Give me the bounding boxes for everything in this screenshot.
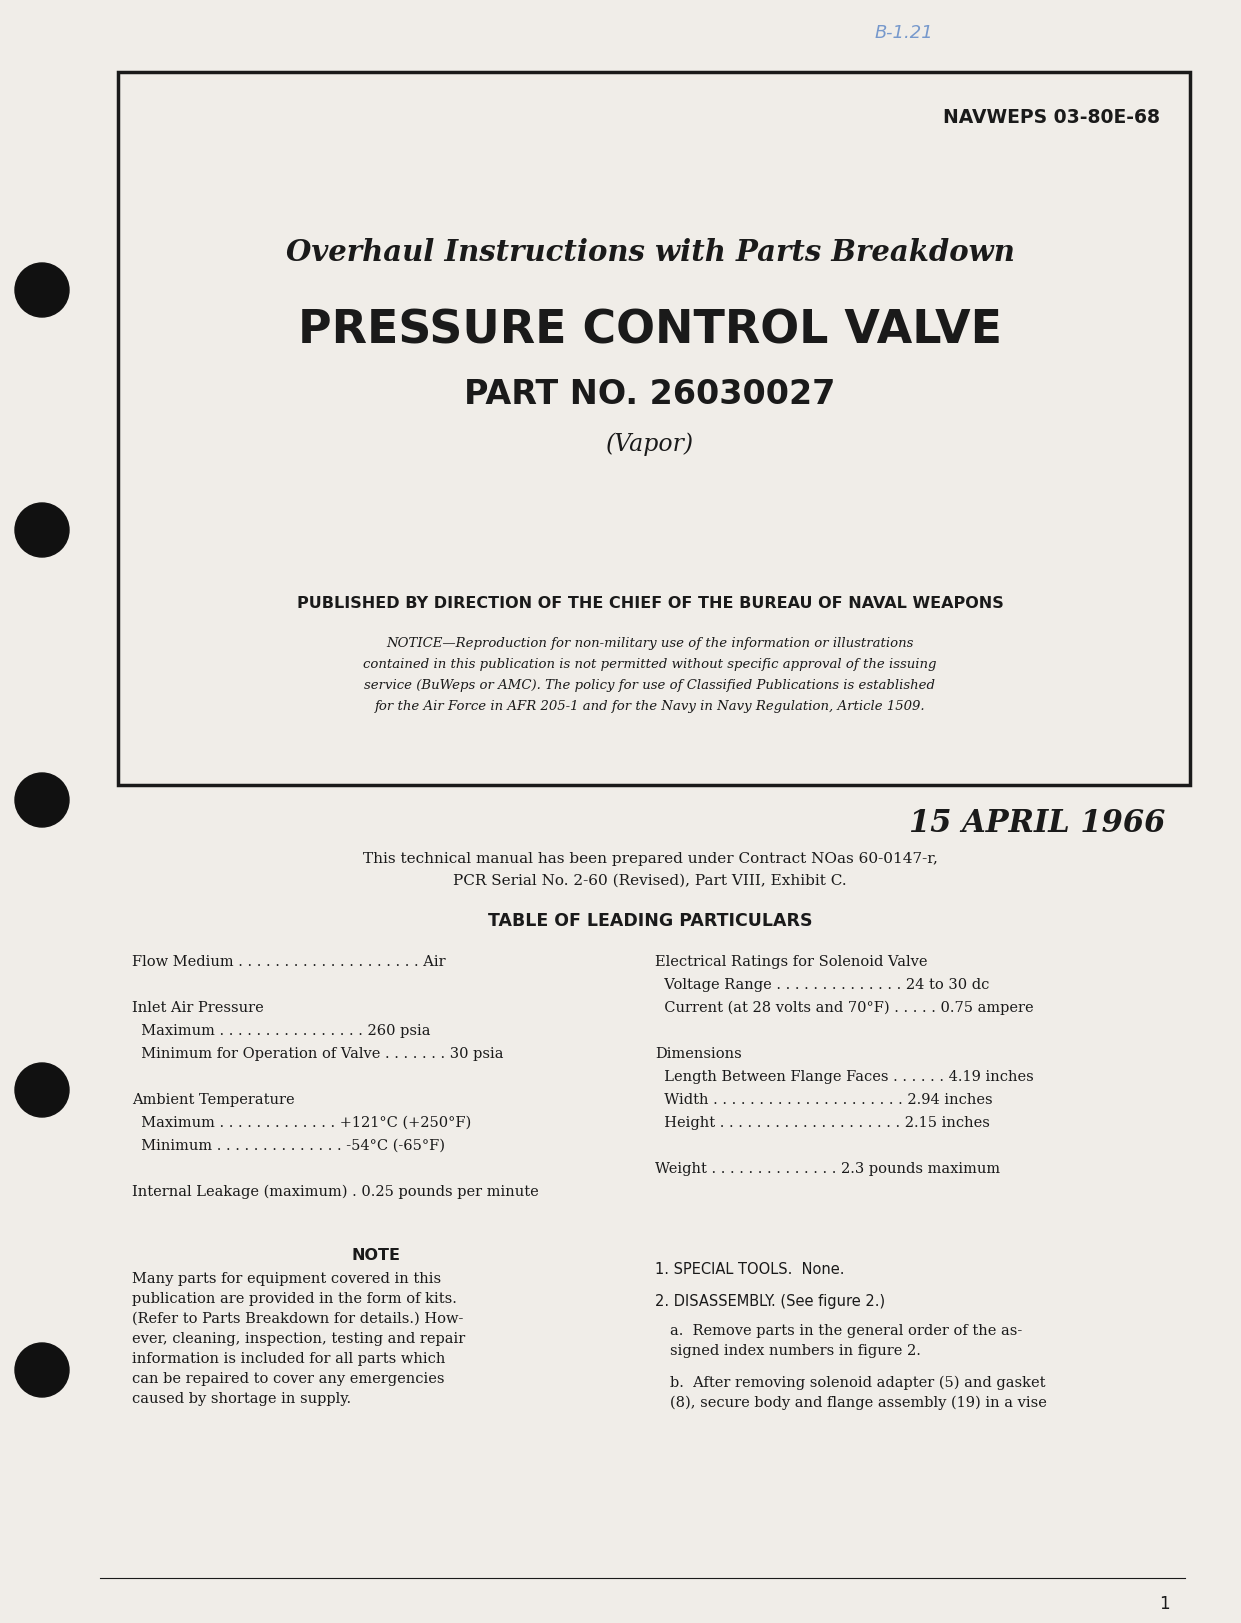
Text: Minimum for Operation of Valve . . . . . . . 30 psia: Minimum for Operation of Valve . . . . .… [132,1047,504,1061]
Text: signed index numbers in figure 2.: signed index numbers in figure 2. [670,1344,921,1358]
Text: NOTICE—Reproduction for non-military use of the information or illustrations: NOTICE—Reproduction for non-military use… [386,636,913,649]
Text: Maximum . . . . . . . . . . . . . . . . 260 psia: Maximum . . . . . . . . . . . . . . . . … [132,1024,431,1039]
Text: for the Air Force in AFR 205-1 and for the Navy in Navy Regulation, Article 1509: for the Air Force in AFR 205-1 and for t… [375,700,926,712]
Text: Flow Medium . . . . . . . . . . . . . . . . . . . . Air: Flow Medium . . . . . . . . . . . . . . … [132,954,446,969]
Text: Height . . . . . . . . . . . . . . . . . . . . 2.15 inches: Height . . . . . . . . . . . . . . . . .… [655,1117,990,1130]
Text: TABLE OF LEADING PARTICULARS: TABLE OF LEADING PARTICULARS [488,912,813,930]
Text: NAVWEPS 03-80E-68: NAVWEPS 03-80E-68 [943,109,1160,127]
Text: Current (at 28 volts and 70°F) . . . . . 0.75 ampere: Current (at 28 volts and 70°F) . . . . .… [655,1001,1034,1016]
Text: a.  Remove parts in the general order of the as-: a. Remove parts in the general order of … [670,1324,1023,1337]
Text: PART NO. 26030027: PART NO. 26030027 [464,378,835,411]
Text: information is included for all parts which: information is included for all parts wh… [132,1352,446,1367]
Text: Inlet Air Pressure: Inlet Air Pressure [132,1001,264,1014]
Text: Width . . . . . . . . . . . . . . . . . . . . . 2.94 inches: Width . . . . . . . . . . . . . . . . . … [655,1092,993,1107]
Text: (Vapor): (Vapor) [606,432,694,456]
Text: Voltage Range . . . . . . . . . . . . . . 24 to 30 dc: Voltage Range . . . . . . . . . . . . . … [655,979,989,992]
Text: Internal Leakage (maximum) . 0.25 pounds per minute: Internal Leakage (maximum) . 0.25 pounds… [132,1185,539,1199]
Text: contained in this publication is not permitted without specific approval of the : contained in this publication is not per… [364,657,937,670]
Text: This technical manual has been prepared under Contract NOas 60-0147-r,: This technical manual has been prepared … [362,852,937,867]
Text: Overhaul Instructions with Parts Breakdown: Overhaul Instructions with Parts Breakdo… [285,239,1014,268]
Text: (Refer to Parts Breakdown for details.) How-: (Refer to Parts Breakdown for details.) … [132,1311,463,1326]
Circle shape [15,1063,69,1117]
Text: PCR Serial No. 2-60 (Revised), Part VIII, Exhibit C.: PCR Serial No. 2-60 (Revised), Part VIII… [453,875,846,888]
Text: can be repaired to cover any emergencies: can be repaired to cover any emergencies [132,1371,444,1386]
Text: 15 APRIL 1966: 15 APRIL 1966 [908,808,1165,839]
Text: Many parts for equipment covered in this: Many parts for equipment covered in this [132,1272,441,1285]
Text: NOTE: NOTE [351,1248,401,1263]
Text: Maximum . . . . . . . . . . . . . +121°C (+250°F): Maximum . . . . . . . . . . . . . +121°C… [132,1117,472,1130]
Text: Dimensions: Dimensions [655,1047,742,1061]
Text: Minimum . . . . . . . . . . . . . . -54°C (-65°F): Minimum . . . . . . . . . . . . . . -54°… [132,1139,446,1152]
Text: PRESSURE CONTROL VALVE: PRESSURE CONTROL VALVE [298,308,1001,352]
Text: ever, cleaning, inspection, testing and repair: ever, cleaning, inspection, testing and … [132,1332,465,1345]
Text: 2. DISASSEMBLY. (See figure 2.): 2. DISASSEMBLY. (See figure 2.) [655,1294,885,1310]
Circle shape [15,1342,69,1397]
Bar [118,71,1190,786]
Circle shape [15,503,69,557]
Text: Weight . . . . . . . . . . . . . . 2.3 pounds maximum: Weight . . . . . . . . . . . . . . 2.3 p… [655,1162,1000,1177]
Text: Electrical Ratings for Solenoid Valve: Electrical Ratings for Solenoid Valve [655,954,927,969]
Circle shape [15,773,69,828]
Text: B-1.21: B-1.21 [875,24,933,42]
Text: 1: 1 [1159,1595,1170,1613]
Text: service (BuWeps or AMC). The policy for use of Classified Publications is establ: service (BuWeps or AMC). The policy for … [365,678,936,691]
Text: publication are provided in the form of kits.: publication are provided in the form of … [132,1292,457,1307]
Text: Ambient Temperature: Ambient Temperature [132,1092,294,1107]
Text: PUBLISHED BY DIRECTION OF THE CHIEF OF THE BUREAU OF NAVAL WEAPONS: PUBLISHED BY DIRECTION OF THE CHIEF OF T… [297,596,1004,610]
Text: caused by shortage in supply.: caused by shortage in supply. [132,1393,351,1406]
Text: b.  After removing solenoid adapter (5) and gasket: b. After removing solenoid adapter (5) a… [670,1376,1045,1391]
Text: 1. SPECIAL TOOLS.  None.: 1. SPECIAL TOOLS. None. [655,1263,844,1277]
Circle shape [15,263,69,316]
Text: Length Between Flange Faces . . . . . . 4.19 inches: Length Between Flange Faces . . . . . . … [655,1070,1034,1084]
Text: (8), secure body and flange assembly (19) in a vise: (8), secure body and flange assembly (19… [670,1396,1047,1410]
